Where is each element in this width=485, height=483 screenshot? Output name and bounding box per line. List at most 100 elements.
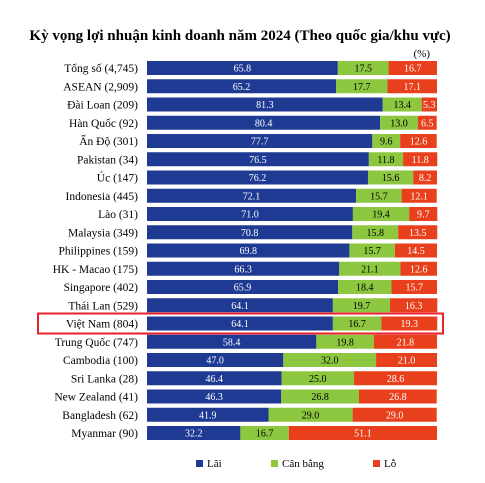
data-label: 64.1 <box>231 319 249 330</box>
category-label: Trung Quốc (747) <box>55 336 138 349</box>
bar-segment <box>352 225 399 240</box>
data-label: 26.8 <box>389 392 407 403</box>
data-label: 6.5 <box>421 118 434 129</box>
bar-segment <box>380 115 418 130</box>
data-label: 5.3 <box>423 100 436 111</box>
data-label: 41.9 <box>199 410 217 421</box>
category-label: Cambodia (100) <box>63 355 138 367</box>
bar-segment <box>354 371 437 386</box>
data-label: 12.6 <box>410 264 428 275</box>
bar-segment <box>381 316 438 331</box>
data-label: 8.2 <box>419 173 432 184</box>
bar-segment <box>352 207 410 221</box>
data-label: 15.7 <box>363 246 381 257</box>
bars: Tổng số (4,745) 65.8 17.5 16.7 ASEAN (2,909)… <box>37 61 444 440</box>
category-label: Việt Nam (804) <box>66 319 138 331</box>
data-label: 12.6 <box>410 137 428 148</box>
data-label: 16.7 <box>256 429 274 440</box>
category-label: Úc (147) <box>97 171 138 185</box>
category-label: Myanmar (90) <box>71 428 138 440</box>
category-label: New Zealand (41) <box>54 392 138 404</box>
bar-segment <box>390 298 438 313</box>
bar-segment <box>376 353 437 367</box>
data-label: 16.7 <box>404 64 422 75</box>
data-label: 14.5 <box>407 246 425 257</box>
category-label: ASEAN (2,909) <box>63 81 138 93</box>
bar-segment <box>147 261 340 276</box>
data-label: 65.2 <box>233 82 251 93</box>
bar-segment <box>352 407 437 422</box>
category-label: Lào (31) <box>98 209 138 221</box>
data-label: 16.7 <box>348 319 366 330</box>
data-label: 17.7 <box>353 82 371 93</box>
bar-segment <box>147 407 269 422</box>
data-label: 76.2 <box>249 173 267 184</box>
data-label: 21.1 <box>361 264 379 275</box>
bar-segment <box>147 115 381 130</box>
bar-segment <box>391 280 437 294</box>
category-label: Malaysia (349) <box>68 227 138 239</box>
legend-label: Lỗ <box>384 458 397 470</box>
bar-segment <box>401 188 437 203</box>
bar-segment <box>147 188 357 203</box>
bar-segment <box>147 334 317 349</box>
data-label: 9.6 <box>380 137 393 148</box>
bar-segment <box>413 170 437 185</box>
data-label: 13.4 <box>393 100 411 111</box>
data-label: 58.4 <box>223 337 241 348</box>
data-label: 29.0 <box>302 410 320 421</box>
bar-segment <box>398 225 438 240</box>
data-label: 51.1 <box>354 429 372 440</box>
category-label: Hàn Quốc (92) <box>69 117 138 130</box>
bar-segment <box>373 334 437 349</box>
bar-segment <box>337 61 389 75</box>
data-label: 46.4 <box>206 374 224 385</box>
bar-segment <box>356 188 402 203</box>
bar-segment <box>382 97 422 112</box>
category-label: Pakistan (34) <box>77 154 138 166</box>
data-label: 26.8 <box>311 392 329 403</box>
legend-swatch <box>271 460 278 467</box>
bar-segment <box>147 316 333 331</box>
data-label: 66.3 <box>234 264 252 275</box>
data-label: 15.7 <box>405 283 423 294</box>
bar-segment <box>147 298 333 313</box>
bar-segment <box>332 316 382 331</box>
bar-segment <box>339 261 401 276</box>
legend-swatch <box>373 460 380 467</box>
data-label: 21.8 <box>397 337 415 348</box>
data-label: 81.3 <box>256 100 274 111</box>
bar-segment <box>336 79 388 94</box>
category-label: Philippines (159) <box>58 246 138 258</box>
data-label: 72.1 <box>243 191 261 202</box>
data-label: 13.0 <box>390 118 408 129</box>
highlight-box <box>37 312 444 335</box>
data-label: 25.0 <box>309 374 327 385</box>
bar-segment <box>316 334 374 349</box>
data-label: 19.7 <box>353 301 371 312</box>
bar-segment <box>358 389 437 404</box>
data-label: 65.8 <box>234 64 252 75</box>
category-label: Đài Loan (209) <box>67 100 138 112</box>
data-label: 15.6 <box>382 173 400 184</box>
legend: Lãi Cân bằng Lỗ <box>196 458 397 470</box>
category-label: Sri Lanka (28) <box>71 373 138 385</box>
unit-label: (%) <box>414 48 431 60</box>
bar-segment <box>388 61 437 75</box>
bar-segment <box>283 353 377 367</box>
data-label: 9.7 <box>417 210 430 221</box>
bar-segment <box>147 79 337 94</box>
bar-segment <box>147 134 373 148</box>
data-label: 76.5 <box>249 155 267 166</box>
data-label: 80.4 <box>255 118 273 129</box>
bar-segment <box>147 353 284 367</box>
data-label: 47.0 <box>206 356 224 367</box>
bar-segment <box>409 207 438 221</box>
bar-segment <box>147 170 368 185</box>
data-label: 11.8 <box>377 155 394 166</box>
data-label: 46.3 <box>205 392 223 403</box>
bar-segment <box>403 152 438 167</box>
bar-segment <box>332 298 391 313</box>
data-label: 17.5 <box>354 64 372 75</box>
data-label: 19.3 <box>401 319 419 330</box>
